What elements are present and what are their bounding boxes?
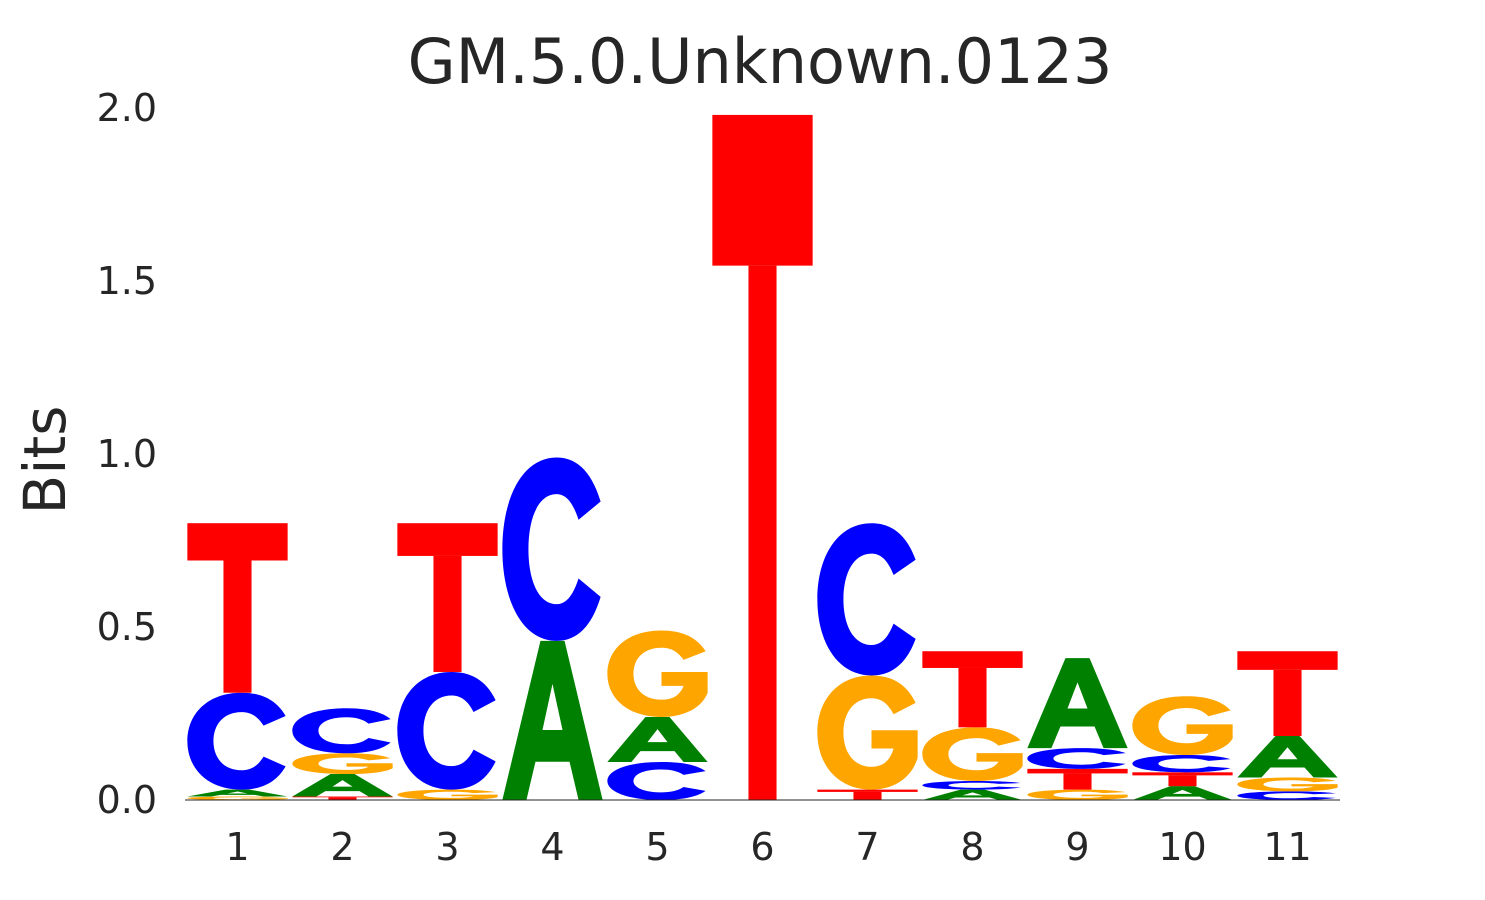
letter-G <box>292 753 393 775</box>
letter-G <box>1132 696 1233 756</box>
logo-stack-4 <box>502 457 603 801</box>
letter-T <box>922 651 1023 728</box>
logo-stack-5 <box>607 630 708 800</box>
letter-C <box>817 523 916 676</box>
logo-stack-1 <box>187 523 288 800</box>
x-tick-label: 11 <box>1263 825 1311 869</box>
letter-C <box>502 457 601 641</box>
logo-stack-8 <box>922 651 1023 800</box>
y-tick-label: 2.0 <box>97 86 157 130</box>
x-tick-label: 5 <box>645 825 669 869</box>
x-tick-label: 2 <box>330 825 354 869</box>
letter-G <box>187 796 288 800</box>
x-tick-label: 4 <box>540 825 564 869</box>
x-tick-label: 10 <box>1158 825 1206 869</box>
y-tick-label: 1.5 <box>97 259 157 303</box>
y-axis-ticks: 0.0 0.5 1.0 1.5 2.0 <box>97 86 157 822</box>
y-tick-label: 0.0 <box>97 778 157 822</box>
letter-G <box>922 727 1023 781</box>
letter-T <box>187 523 288 693</box>
logo-stacks <box>187 114 1338 801</box>
logo-stack-9 <box>1027 658 1128 800</box>
y-tick-label: 1.0 <box>97 432 157 476</box>
letter-C <box>292 708 391 754</box>
letter-C <box>397 671 496 790</box>
letter-C <box>607 761 706 800</box>
logo-stack-11 <box>1237 651 1338 800</box>
x-tick-label: 8 <box>960 825 984 869</box>
letter-A <box>607 716 708 762</box>
letter-A <box>1027 658 1128 749</box>
letter-T <box>292 796 393 800</box>
x-axis-ticks: 1 2 3 4 5 6 7 8 9 10 11 <box>225 825 1311 869</box>
letter-A <box>1132 786 1233 800</box>
letter-A <box>292 774 393 797</box>
letter-T <box>397 523 498 672</box>
logo-stack-2 <box>292 708 393 800</box>
letter-G <box>817 675 918 790</box>
y-axis-label: Bits <box>11 406 79 515</box>
logo-stack-10 <box>1132 696 1233 800</box>
letter-T <box>817 789 918 800</box>
x-tick-label: 1 <box>225 825 249 869</box>
letter-A <box>502 640 603 801</box>
x-tick-label: 3 <box>435 825 459 869</box>
letter-A <box>922 789 1023 800</box>
logo-stack-6 <box>712 114 813 801</box>
letter-C <box>1027 748 1126 769</box>
x-tick-label: 9 <box>1065 825 1089 869</box>
letter-G <box>397 789 498 800</box>
letter-C <box>1237 791 1336 800</box>
letter-C <box>187 692 286 790</box>
letter-G <box>1237 777 1338 792</box>
logo-stack-3 <box>397 523 498 800</box>
letter-C <box>922 780 1021 790</box>
letter-G <box>1027 789 1128 800</box>
x-tick-label: 6 <box>750 825 774 869</box>
letter-T <box>712 114 813 801</box>
letter-C <box>1132 755 1231 773</box>
y-tick-label: 0.5 <box>97 605 157 649</box>
letter-T <box>1027 768 1128 790</box>
chart-title: GM.5.0.Unknown.0123 <box>408 25 1113 98</box>
x-tick-label: 7 <box>855 825 879 869</box>
letter-A <box>1237 735 1338 778</box>
letter-G <box>607 630 708 717</box>
logo-stack-7 <box>817 523 918 800</box>
letter-T <box>1132 772 1233 787</box>
letter-A <box>187 789 288 797</box>
letter-T <box>1237 651 1338 736</box>
